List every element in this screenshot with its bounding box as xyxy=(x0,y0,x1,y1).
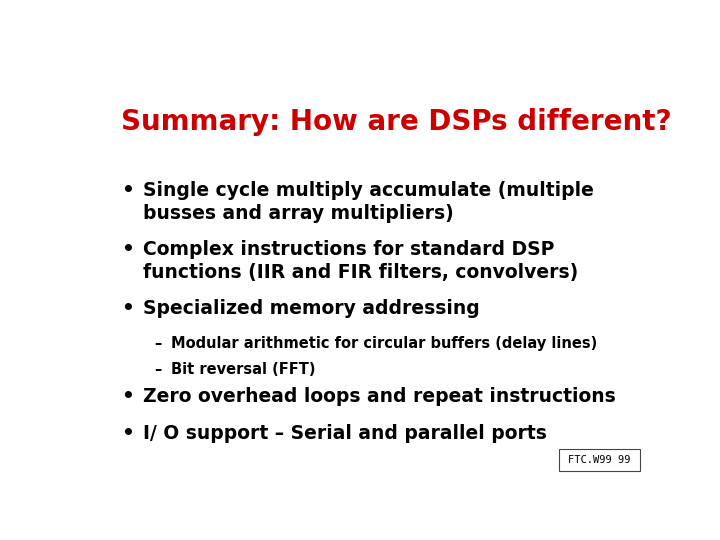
Text: Modular arithmetic for circular buffers (delay lines): Modular arithmetic for circular buffers … xyxy=(171,336,597,351)
Text: Zero overhead loops and repeat instructions: Zero overhead loops and repeat instructi… xyxy=(143,388,616,407)
Text: Single cycle multiply accumulate (multiple
busses and array multipliers): Single cycle multiply accumulate (multip… xyxy=(143,181,594,223)
Text: Bit reversal (FFT): Bit reversal (FFT) xyxy=(171,362,315,377)
Text: FTC.W99 99: FTC.W99 99 xyxy=(568,455,631,465)
FancyBboxPatch shape xyxy=(559,449,639,471)
Text: •: • xyxy=(121,388,134,407)
Text: I/ O support – Serial and parallel ports: I/ O support – Serial and parallel ports xyxy=(143,424,547,443)
Text: •: • xyxy=(121,424,134,443)
Text: –: – xyxy=(154,362,161,377)
Text: •: • xyxy=(121,181,134,200)
Text: Summary: How are DSPs different?: Summary: How are DSPs different? xyxy=(121,109,671,137)
Text: Specialized memory addressing: Specialized memory addressing xyxy=(143,299,480,318)
Text: •: • xyxy=(121,240,134,259)
Text: •: • xyxy=(121,299,134,318)
Text: Complex instructions for standard DSP
functions (IIR and FIR filters, convolvers: Complex instructions for standard DSP fu… xyxy=(143,240,578,282)
Text: –: – xyxy=(154,336,161,351)
